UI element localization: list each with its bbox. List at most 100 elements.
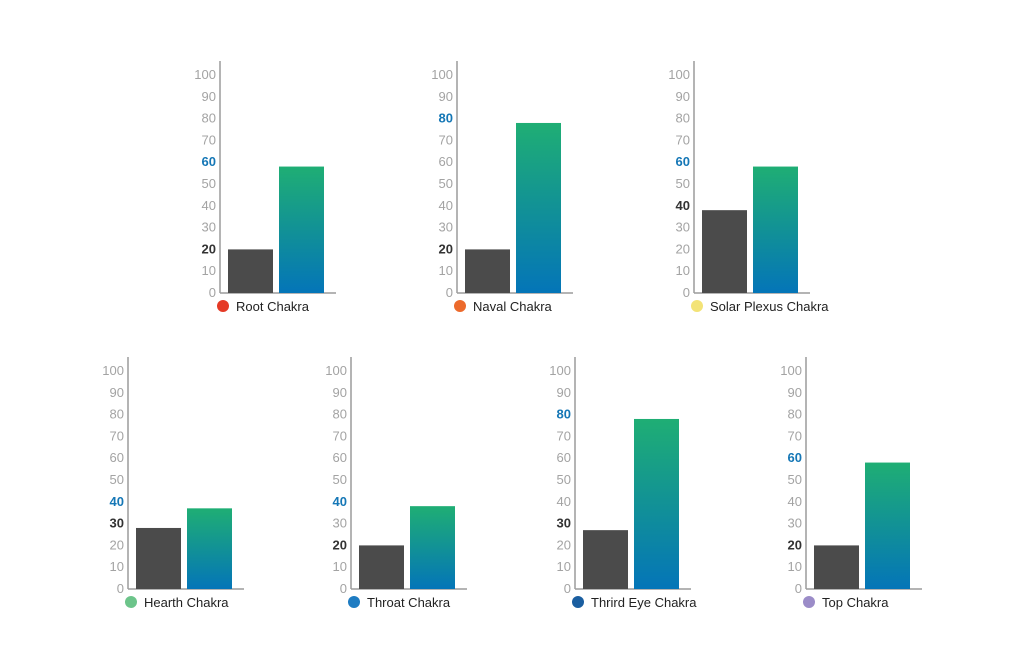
- bar-current: [228, 249, 273, 293]
- legend-label: Hearth Chakra: [144, 595, 229, 610]
- legend-dot: [454, 300, 466, 312]
- y-tick-label: 100: [431, 67, 453, 82]
- y-tick-label: 70: [110, 428, 124, 443]
- y-tick-label: 90: [557, 385, 571, 400]
- y-tick-label: 50: [676, 176, 690, 191]
- chart-root-chakra: 0 10 20 30 40 50 60 70 80 90 100 Root Chakra: [194, 61, 336, 314]
- y-tick-label: 100: [549, 363, 571, 378]
- y-tick-label: 30: [676, 220, 690, 235]
- legend-label: Top Chakra: [822, 595, 889, 610]
- y-tick-label: 30: [202, 220, 216, 235]
- legend-label: Naval Chakra: [473, 299, 553, 314]
- y-tick-label: 100: [102, 363, 124, 378]
- y-tick-label: 40: [110, 494, 124, 509]
- y-tick-label: 70: [202, 132, 216, 147]
- bar-current: [702, 210, 747, 293]
- legend-dot: [125, 596, 137, 608]
- legend-label: Throat Chakra: [367, 595, 451, 610]
- y-tick-label: 100: [668, 67, 690, 82]
- y-tick-label: 90: [110, 385, 124, 400]
- y-tick-label: 100: [325, 363, 347, 378]
- bar-current: [136, 527, 181, 589]
- y-tick-label: 30: [333, 516, 347, 531]
- legend-label: Thrird Eye Chakra: [591, 595, 697, 610]
- bar-current: [814, 545, 859, 589]
- legend-dot: [803, 596, 815, 608]
- y-tick-label: 40: [333, 494, 347, 509]
- y-tick-label: 60: [788, 450, 802, 465]
- y-tick-label: 60: [333, 450, 347, 465]
- bar-current: [583, 530, 628, 589]
- y-tick-label: 70: [676, 132, 690, 147]
- y-tick-label: 90: [333, 385, 347, 400]
- y-tick-label: 60: [202, 154, 216, 169]
- chart-thrird-eye-chakra: 0 10 20 30 40 50 60 70 80 90 100 Thrird Eye Chakra: [549, 357, 697, 610]
- legend-dot: [217, 300, 229, 312]
- y-tick-label: 20: [202, 241, 216, 256]
- y-tick-label: 10: [110, 559, 124, 574]
- y-tick-label: 20: [676, 241, 690, 256]
- y-tick-label: 90: [202, 89, 216, 104]
- y-tick-label: 50: [788, 472, 802, 487]
- y-tick-label: 20: [110, 537, 124, 552]
- y-tick-label: 30: [439, 220, 453, 235]
- y-tick-label: 50: [110, 472, 124, 487]
- y-tick-label: 40: [439, 198, 453, 213]
- bar-target: [865, 462, 910, 589]
- y-tick-label: 30: [788, 516, 802, 531]
- y-tick-label: 50: [202, 176, 216, 191]
- legend-dot: [572, 596, 584, 608]
- bar-current: [359, 545, 404, 589]
- bar-current: [465, 249, 510, 293]
- y-tick-label: 10: [202, 263, 216, 278]
- legend-dot: [691, 300, 703, 312]
- y-tick-label: 70: [557, 428, 571, 443]
- y-tick-label: 60: [439, 154, 453, 169]
- y-tick-label: 40: [676, 198, 690, 213]
- y-tick-label: 70: [333, 428, 347, 443]
- y-tick-label: 20: [439, 241, 453, 256]
- y-tick-label: 80: [557, 407, 571, 422]
- chart-throat-chakra: 0 10 20 30 40 50 60 70 80 90 100 Throat Chakra: [325, 357, 467, 610]
- y-tick-label: 10: [557, 559, 571, 574]
- y-tick-label: 60: [676, 154, 690, 169]
- y-tick-label: 70: [788, 428, 802, 443]
- y-tick-label: 40: [788, 494, 802, 509]
- y-tick-label: 100: [780, 363, 802, 378]
- legend-label: Solar Plexus Chakra: [710, 299, 829, 314]
- y-tick-label: 0: [209, 285, 216, 300]
- y-tick-label: 70: [439, 132, 453, 147]
- chart-naval-chakra: 0 10 20 30 40 50 60 70 80 90 100 Naval Chakra: [431, 61, 573, 314]
- chart-hearth-chakra: 0 10 20 30 40 50 60 70 80 90 100 Hearth Chakra: [102, 357, 244, 610]
- y-tick-label: 50: [333, 472, 347, 487]
- bar-target: [516, 122, 561, 294]
- legend-label: Root Chakra: [236, 299, 310, 314]
- y-tick-label: 80: [439, 111, 453, 126]
- y-tick-label: 50: [439, 176, 453, 191]
- y-tick-label: 20: [333, 537, 347, 552]
- y-tick-label: 80: [110, 407, 124, 422]
- bar-target: [187, 508, 232, 589]
- legend-dot: [348, 596, 360, 608]
- y-tick-label: 10: [333, 559, 347, 574]
- chart-top-chakra: 0 10 20 30 40 50 60 70 80 90 100 Top Chakra: [780, 357, 922, 610]
- y-tick-label: 80: [333, 407, 347, 422]
- y-tick-label: 0: [340, 581, 347, 596]
- y-tick-label: 10: [676, 263, 690, 278]
- bar-target: [279, 166, 324, 293]
- bar-target: [410, 506, 455, 589]
- y-tick-label: 50: [557, 472, 571, 487]
- y-tick-label: 90: [439, 89, 453, 104]
- y-tick-label: 80: [788, 407, 802, 422]
- y-tick-label: 60: [110, 450, 124, 465]
- y-tick-label: 0: [564, 581, 571, 596]
- y-tick-label: 20: [788, 537, 802, 552]
- y-tick-label: 0: [683, 285, 690, 300]
- y-tick-label: 40: [557, 494, 571, 509]
- y-tick-label: 30: [557, 516, 571, 531]
- y-tick-label: 90: [676, 89, 690, 104]
- y-tick-label: 30: [110, 516, 124, 531]
- y-tick-label: 80: [676, 111, 690, 126]
- chart-solar-plexus-chakra: 0 10 20 30 40 50 60 70 80 90 100 Solar Plexus Chakr…: [668, 61, 829, 314]
